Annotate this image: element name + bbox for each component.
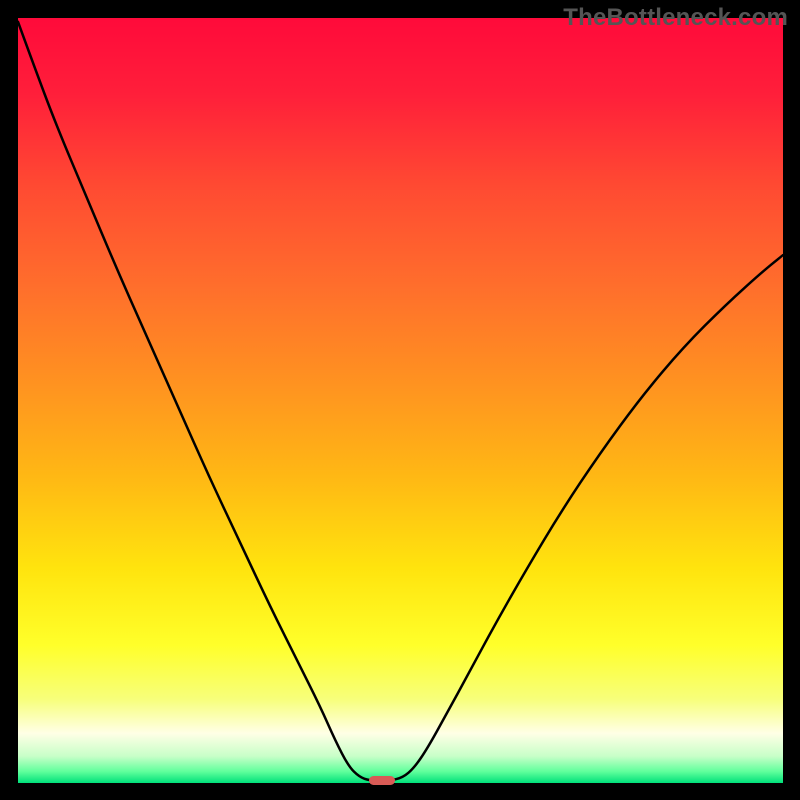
bottleneck-marker — [369, 776, 395, 785]
bottleneck-curve-svg — [18, 18, 783, 783]
plot-area — [18, 18, 783, 783]
bottleneck-curve — [18, 22, 783, 781]
watermark-text: TheBottleneck.com — [563, 4, 788, 32]
bottleneck-marker-fill — [369, 776, 395, 785]
chart-container: TheBottleneck.com — [0, 0, 800, 800]
